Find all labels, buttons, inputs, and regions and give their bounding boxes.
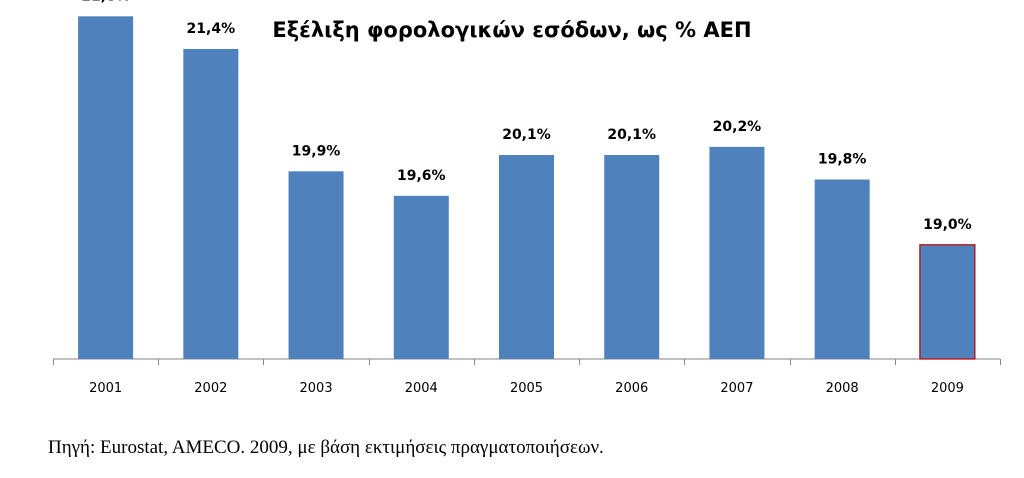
chart-title: Εξέλιξη φορολογικών εσόδων, ως % ΑΕΠ xyxy=(272,18,752,42)
data-label-2001: 21,8% xyxy=(81,0,130,4)
data-label-2002: 21,4% xyxy=(187,21,236,37)
bar-2002 xyxy=(183,48,239,360)
source-note: Πηγή: Eurostat, AMECO. 2009, με βάση εκτ… xyxy=(48,437,604,458)
x-tick-label-2008: 2008 xyxy=(826,381,859,396)
bar-chart: 21,8% 2001 21,4% 2002 19,9% 2003 19,6% 2004 20,1… xyxy=(53,0,1001,396)
bar-2005 xyxy=(499,155,554,359)
x-tick-label-2001: 2001 xyxy=(89,381,122,396)
x-tick-label-2007: 2007 xyxy=(720,381,753,396)
data-label-2006: 20,1% xyxy=(607,127,656,143)
data-label-2009: 19,0% xyxy=(923,217,972,233)
bar-2008 xyxy=(814,179,870,359)
x-tick-label-2005: 2005 xyxy=(510,381,543,396)
data-label-2005: 20,1% xyxy=(502,127,551,143)
bar-2003 xyxy=(288,171,344,359)
bar-2007 xyxy=(709,146,765,359)
bar-2009 xyxy=(919,244,976,360)
x-tick-label-2004: 2004 xyxy=(405,381,438,396)
x-tick-label-2002: 2002 xyxy=(194,381,227,396)
data-label-2004: 19,6% xyxy=(397,168,446,184)
x-tick-label-2006: 2006 xyxy=(615,381,648,396)
data-label-2003: 19,9% xyxy=(292,143,341,159)
bar-2006 xyxy=(604,155,660,359)
x-tick-label-2003: 2003 xyxy=(300,381,333,396)
data-label-2008: 19,8% xyxy=(818,152,867,168)
chart-container: Εξέλιξη φορολογικών εσόδων, ως % ΑΕΠ 21,… xyxy=(53,0,1001,396)
bar-2004 xyxy=(393,195,449,359)
bar-2001 xyxy=(78,16,134,360)
x-tick-label-2009: 2009 xyxy=(931,381,964,396)
data-label-2007: 20,2% xyxy=(713,119,762,135)
